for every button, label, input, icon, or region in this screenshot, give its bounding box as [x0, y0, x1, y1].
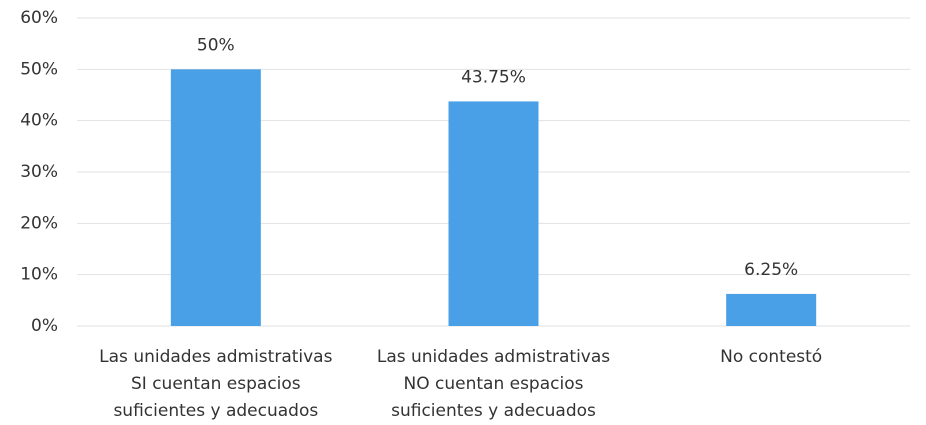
- x-tick-label: SI cuentan espacios: [131, 374, 301, 394]
- y-tick-label: 0%: [31, 316, 58, 336]
- value-label: 6.25%: [744, 260, 798, 280]
- y-tick-label: 20%: [20, 213, 58, 233]
- y-tick-label: 30%: [20, 162, 58, 182]
- x-tick-label: Las unidades admistrativas: [99, 347, 332, 367]
- y-tick-label: 40%: [20, 111, 58, 131]
- x-tick-label: Las unidades admistrativas: [377, 347, 610, 367]
- y-tick-label: 60%: [20, 8, 58, 28]
- bar: [170, 69, 261, 326]
- x-tick-label: suficientes y adecuados: [113, 401, 318, 421]
- value-label: 50%: [197, 35, 235, 55]
- y-tick-label: 50%: [20, 59, 58, 79]
- x-tick-label: No contestó: [720, 347, 822, 367]
- x-tick-label: NO cuentan espacios: [404, 374, 584, 394]
- value-label: 43.75%: [461, 67, 526, 87]
- bar: [448, 101, 539, 327]
- y-tick-label: 10%: [20, 265, 58, 285]
- x-tick-label: suficientes y adecuados: [391, 401, 596, 421]
- bar: [726, 293, 817, 326]
